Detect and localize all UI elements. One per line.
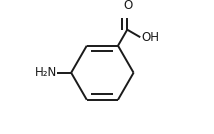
Text: OH: OH xyxy=(141,31,159,44)
Text: O: O xyxy=(124,0,133,12)
Text: H₂N: H₂N xyxy=(34,66,57,79)
